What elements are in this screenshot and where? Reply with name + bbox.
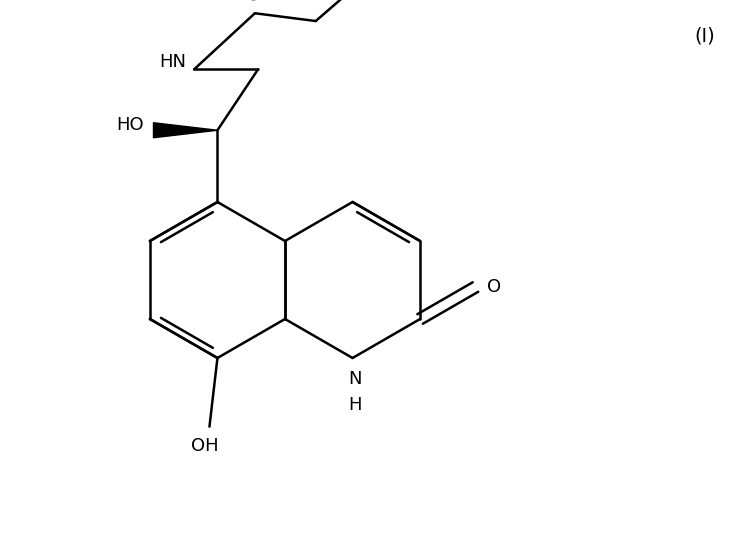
Text: OH: OH [190,436,219,455]
Text: HN: HN [159,53,186,72]
Text: HO: HO [116,116,144,134]
Text: N: N [348,370,362,388]
Polygon shape [153,123,217,138]
Text: O: O [488,278,502,296]
Text: H: H [348,396,362,414]
Text: (I): (I) [694,26,715,45]
